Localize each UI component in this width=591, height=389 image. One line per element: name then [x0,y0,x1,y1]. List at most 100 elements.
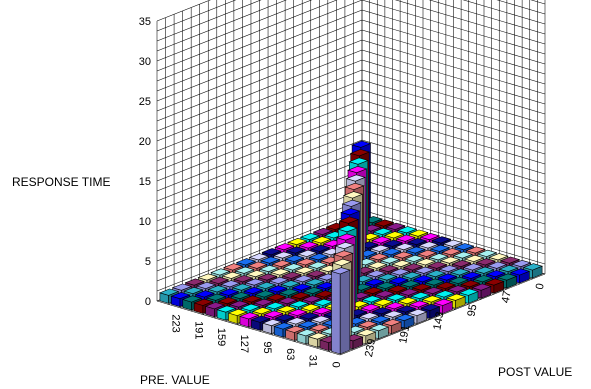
bar-top [522,263,544,271]
bar-top [272,251,294,259]
bar-top [378,264,399,273]
bar-top [408,300,430,308]
bar-top [462,263,484,271]
bar-top [235,258,257,266]
bar-top [204,302,226,310]
bar-top [314,290,335,298]
bar-top [417,249,438,257]
bar-top [424,278,445,286]
bar-top [297,249,318,257]
bar-face [339,269,351,355]
bar-top [465,246,486,254]
y-tick-label: 0 [534,282,547,290]
bar-top [170,291,191,300]
chart-labels: RESPONSE TIME PRE. VALUE POST VALUE 0 5 10… [12,16,572,387]
bar-top [299,232,321,241]
bar-top [284,325,306,333]
bar-top [308,253,329,261]
bar-top [367,261,388,269]
bar-top [428,253,449,261]
bar-top [276,305,297,313]
bar-top [410,291,431,300]
bar-top [385,222,406,230]
bar-top [371,307,393,315]
bar-top [253,298,274,306]
bar-top [381,318,403,327]
bar [522,263,544,279]
y-tick-label: 191 [397,324,412,344]
bar-top [349,149,371,157]
bar-top [260,256,281,264]
bar-top [282,263,304,271]
bar-top [452,251,474,259]
x-tick-label: 127 [238,335,250,353]
bar-top [388,276,409,284]
bar-top [231,283,253,291]
bar-top [309,244,331,252]
bar-top [297,320,318,328]
y-tick-label: 143 [431,311,446,331]
bar-top [434,290,455,298]
bar-top [374,290,395,298]
bar-top [250,315,271,323]
x-tick-label: 223 [169,314,181,332]
bar-top [511,259,532,268]
bar-top [370,315,391,323]
x-tick-label: 191 [192,321,204,339]
bar-top [464,254,485,262]
bar-top [291,283,312,291]
bar-top [220,280,241,288]
bar-top [382,239,404,247]
bar-top [243,286,264,295]
bar-top [347,165,368,174]
bar-top [439,256,461,264]
bar-top [445,293,467,301]
bar-top [431,236,452,244]
z-axis-title: RESPONSE TIME [12,175,110,189]
bar-top [368,324,390,332]
bar-top [307,332,328,340]
bar-top [342,191,364,199]
bar-top [400,280,421,288]
bar-top [398,288,420,296]
bar-top [296,329,317,337]
bar-top [438,264,459,273]
bar-top [369,244,391,252]
bar-top [421,295,442,303]
bar-top [357,320,378,328]
bar-top [420,303,441,311]
bar-top [458,288,479,296]
bar-top [221,271,242,279]
bar-top [407,308,428,316]
bar-top [207,285,228,293]
bar-top [345,174,366,182]
bar-top [474,266,495,274]
bar-top [228,300,250,308]
bar-top [267,285,288,293]
bar-top [472,275,494,283]
bar-top [394,243,415,251]
bar-top [397,297,418,305]
bar-top [330,267,351,275]
bar-top [471,283,492,291]
bar-top [295,258,317,266]
bar-top [234,266,255,274]
bar-top [171,283,193,291]
bar-top [449,268,471,276]
bar-top [245,270,267,278]
bar-top [427,261,448,269]
z-tick-label: 35 [139,16,151,28]
bar-top [333,250,354,258]
bar-top [274,243,295,251]
bar [330,267,351,355]
bar-top [383,310,404,318]
bar-top [338,216,360,224]
bar-top [294,266,315,274]
bar-top [285,246,307,254]
bar-top [499,256,521,264]
bar-top [394,313,415,322]
bar-top [206,293,227,301]
bar-top [298,312,320,320]
bar-top [379,256,401,264]
